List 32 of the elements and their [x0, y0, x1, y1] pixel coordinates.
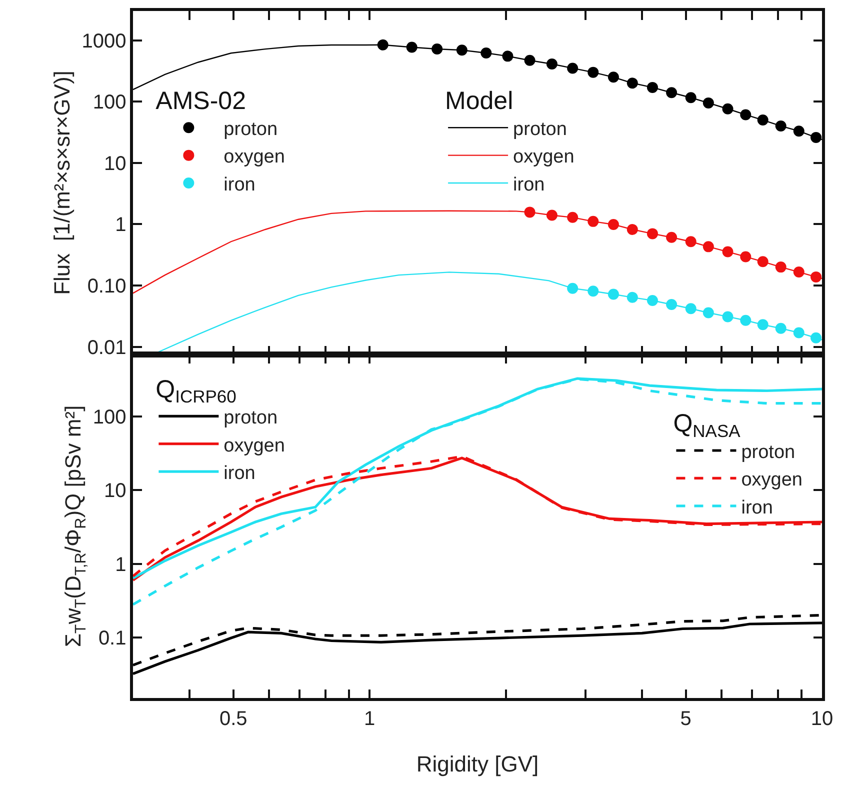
text: Model: [445, 86, 514, 115]
y-tick-label: 0.10: [87, 276, 126, 298]
legend-label: iron: [741, 497, 773, 518]
y-tick-label: 1: [115, 214, 126, 236]
legend-label: proton: [224, 408, 278, 429]
legend-label: proton: [224, 119, 278, 140]
y-tick-label: 1: [115, 554, 126, 576]
y-tick-label: 0.1: [98, 627, 126, 650]
y-axis-title: Flux [1/(m²×s×sr×GV)]: [50, 70, 75, 295]
text: AMS-02: [156, 86, 246, 115]
x-axis-title: Rigidity [GV]: [416, 752, 539, 777]
y-tick-label: 10: [104, 480, 126, 502]
y-tick-label: 100: [92, 92, 126, 114]
legend-label: iron: [224, 174, 256, 196]
x-tick-label: 5: [680, 708, 692, 730]
legend-label: proton: [513, 119, 567, 140]
y-tick-label: 100: [92, 406, 126, 429]
y-tick-label: 10: [104, 152, 126, 175]
legend-label: oxygen: [224, 435, 285, 456]
text: Q$_{NASA}$: [673, 410, 740, 441]
x-tick-label: 1: [364, 708, 376, 730]
legend-label: oxygen: [513, 146, 574, 168]
legend-label: oxygen: [741, 470, 802, 491]
y-tick-label: 1000: [82, 30, 126, 52]
text: Q$_{ICRP60}$: [156, 375, 236, 407]
legend-label: oxygen: [224, 146, 285, 168]
y-tick-label: 0.01: [87, 336, 126, 359]
legend-label: proton: [741, 442, 796, 463]
x-tick-label: 0.5: [219, 708, 248, 730]
legend-label: iron: [224, 462, 256, 484]
legend-label: iron: [513, 174, 545, 196]
x-tick-label: 10: [810, 708, 834, 730]
